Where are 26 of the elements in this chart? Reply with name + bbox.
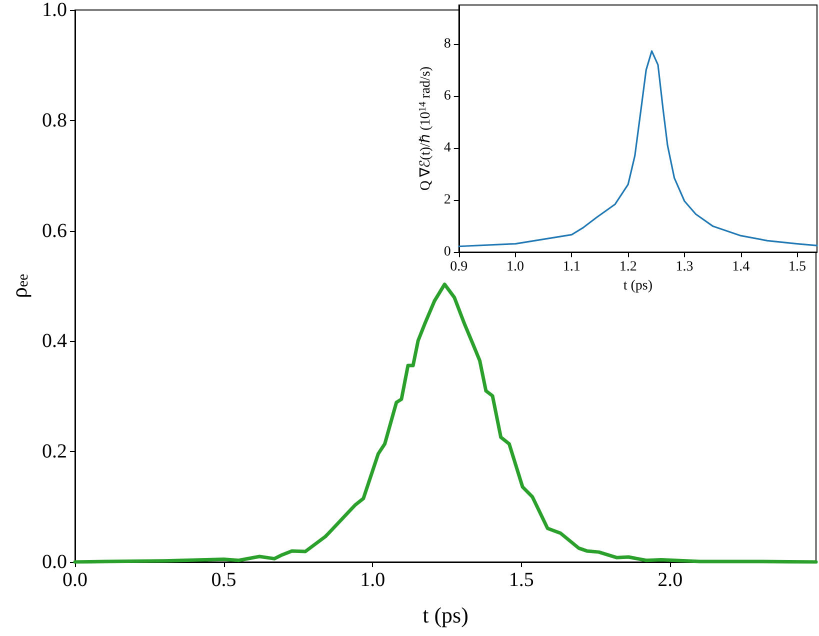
y-axis-title: Q ∇ℰ(t)/ℏ (1014 rad/s)	[418, 66, 434, 191]
x-tick-label: 1.5	[788, 260, 806, 275]
x-tick-label: 1.1	[562, 260, 580, 275]
y-tick-label: 2	[444, 192, 451, 208]
x-axis-title: t (ps)	[422, 602, 468, 628]
x-tick-label: 0.5	[211, 569, 236, 591]
x-tick-label: 1.4	[732, 260, 750, 275]
y-tick-label: 0.4	[42, 330, 67, 352]
x-tick-label: 1.3	[676, 260, 694, 275]
y-tick-label: 4	[444, 140, 451, 156]
x-tick-label: 2.0	[658, 569, 683, 591]
y-tick-label: 0.2	[42, 440, 67, 463]
x-axis-title: t (ps)	[623, 278, 653, 294]
y-tick-label: 1.0	[42, 0, 67, 21]
line-series	[458, 50, 818, 248]
x-tick-label: 1.0	[506, 260, 524, 275]
y-tick-label: 0.8	[42, 109, 67, 132]
y-tick-label: 8	[444, 36, 451, 52]
x-tick-label: 1.0	[360, 569, 386, 591]
x-tick-label: 0.9	[450, 260, 468, 275]
y-tick-label: 0	[444, 244, 451, 260]
y-tick-label: 0.6	[42, 220, 67, 242]
y-tick-label: 6	[444, 88, 451, 104]
x-tick-label: 1.5	[508, 569, 534, 591]
y-axis-title: ρee	[6, 274, 32, 298]
x-tick-label: 1.2	[619, 260, 637, 275]
